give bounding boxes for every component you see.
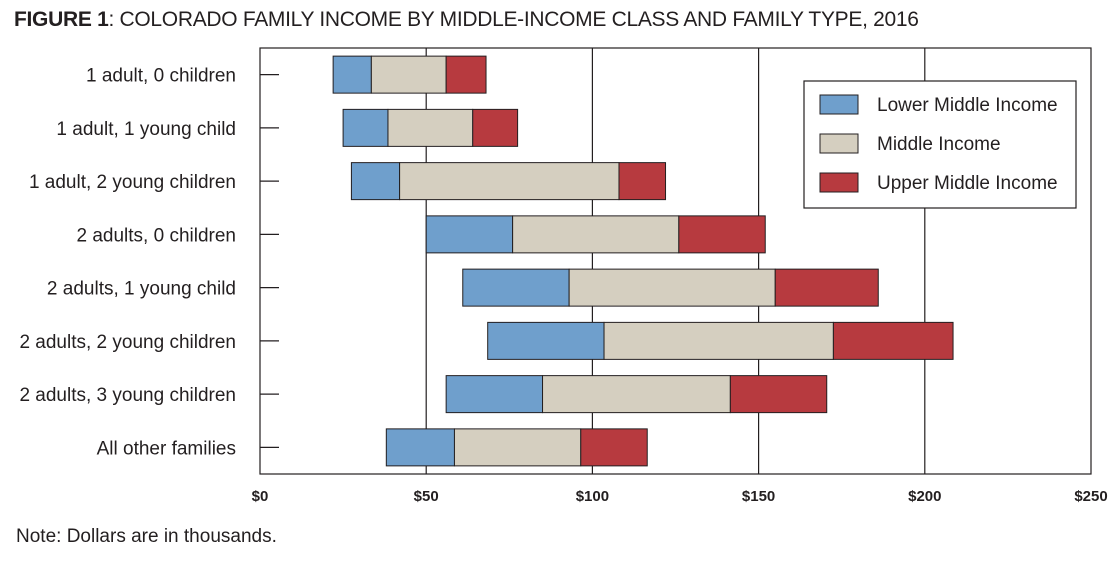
x-tick-label: $0 xyxy=(252,488,269,505)
bar-segment-upper xyxy=(618,162,667,201)
bar-segment-upper xyxy=(445,55,487,94)
category-label: 2 adults, 3 young children xyxy=(19,385,236,406)
legend-label: Upper Middle Income xyxy=(877,173,1058,194)
title-text: : COLORADO FAMILY INCOME BY MIDDLE-INCOM… xyxy=(108,8,919,31)
chart-title: FIGURE 1: COLORADO FAMILY INCOME BY MIDD… xyxy=(14,8,919,32)
x-tick-label: $50 xyxy=(414,488,439,505)
legend-label: Lower Middle Income xyxy=(877,95,1058,116)
legend-swatch-upper xyxy=(819,172,859,193)
category-label: 2 adults, 0 children xyxy=(77,225,237,246)
legend-swatch-middle xyxy=(819,133,859,154)
bar-segment-middle xyxy=(512,215,680,254)
bar-segment-middle xyxy=(568,268,776,307)
category-label: 2 adults, 1 young child xyxy=(47,279,236,300)
bar-segment-upper xyxy=(472,108,519,147)
category-label: All other families xyxy=(97,438,236,459)
bar-segment-middle xyxy=(370,55,447,94)
footnote: Note: Dollars are in thousands. xyxy=(16,526,277,547)
plot-frame xyxy=(259,47,1092,475)
bar-segment-lower xyxy=(487,321,605,360)
bar-segment-upper xyxy=(678,215,766,254)
bar-segment-lower xyxy=(385,428,455,467)
bar-segment-upper xyxy=(832,321,954,360)
bar-segment-lower xyxy=(342,108,389,147)
x-tick-label: $100 xyxy=(576,488,609,505)
legend-label: Middle Income xyxy=(877,134,1001,155)
category-label: 1 adult, 1 young child xyxy=(56,119,236,140)
bar-segment-lower xyxy=(350,162,401,201)
bar-segment-lower xyxy=(332,55,372,94)
x-tick-label: $150 xyxy=(742,488,775,505)
bar-segment-middle xyxy=(387,108,474,147)
category-label: 1 adult, 2 young children xyxy=(29,172,236,193)
legend-swatch-lower xyxy=(819,94,859,115)
bar-segment-lower xyxy=(425,215,514,254)
bar-segment-upper xyxy=(580,428,648,467)
category-label: 2 adults, 2 young children xyxy=(19,332,236,353)
bar-segment-middle xyxy=(603,321,834,360)
bar-segment-middle xyxy=(399,162,620,201)
bar-segment-upper xyxy=(729,375,828,414)
x-tick-label: $250 xyxy=(1074,488,1107,505)
bar-segment-lower xyxy=(462,268,570,307)
category-label: 1 adult, 0 children xyxy=(86,66,236,87)
bar-segment-middle xyxy=(453,428,582,467)
x-tick-label: $200 xyxy=(908,488,941,505)
bar-segment-middle xyxy=(542,375,731,414)
figure-label: FIGURE 1 xyxy=(14,8,109,31)
bar-segment-lower xyxy=(445,375,544,414)
bar-segment-upper xyxy=(774,268,879,307)
